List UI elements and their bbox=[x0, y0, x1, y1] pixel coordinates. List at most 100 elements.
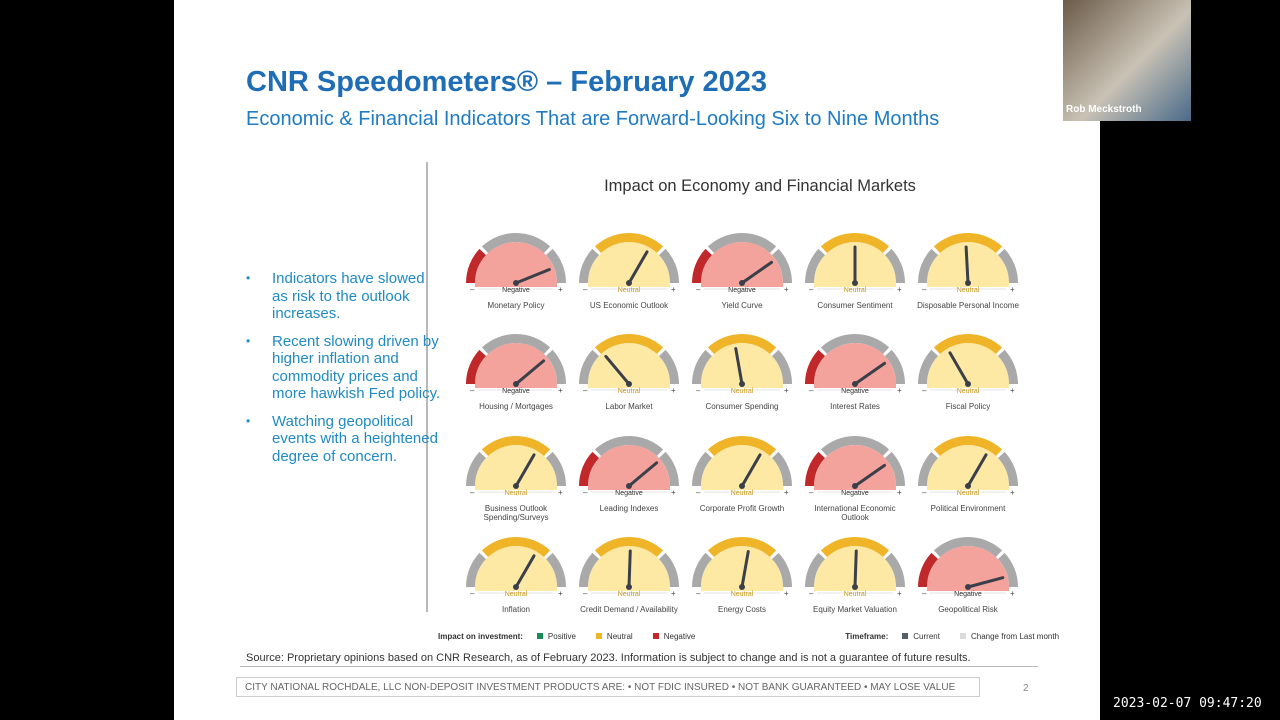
gauge-fill bbox=[475, 445, 557, 490]
gauge-band bbox=[820, 233, 890, 254]
gauge-fill bbox=[588, 343, 670, 388]
gauge-label: Credit Demand / Availability bbox=[580, 605, 678, 614]
scale-max: + bbox=[784, 285, 789, 294]
gauge-band bbox=[820, 537, 890, 558]
bullet-list: Indicators have slowed as risk to the ou… bbox=[244, 270, 444, 475]
gauge-needle bbox=[966, 576, 1005, 589]
gauge-band bbox=[805, 552, 826, 587]
legend-swatch bbox=[536, 633, 543, 639]
gauge-band bbox=[918, 248, 939, 283]
gauge-needle bbox=[853, 361, 886, 386]
needle-hub bbox=[739, 381, 745, 387]
scale-min: – bbox=[470, 488, 475, 497]
gauge-label: US Economic Outlook bbox=[589, 301, 669, 310]
legend-label: Current bbox=[913, 632, 940, 641]
scale-min: – bbox=[470, 386, 475, 395]
gauge-label: Business Outlook Spending/Surveys bbox=[483, 504, 549, 522]
gauge-label: Energy Costs bbox=[717, 605, 767, 614]
scale-min: – bbox=[809, 589, 814, 598]
gauge-fill bbox=[927, 343, 1009, 388]
scale-min: – bbox=[583, 589, 588, 598]
legend-item: Neutral bbox=[595, 632, 637, 641]
gauge-status: Neutral bbox=[844, 287, 867, 294]
gauge-band bbox=[692, 349, 713, 384]
gauge-needle bbox=[740, 260, 773, 285]
gauge-needle bbox=[604, 354, 631, 386]
legend-label: Negative bbox=[663, 632, 696, 641]
scale-max: + bbox=[897, 488, 902, 497]
gauge-band bbox=[481, 436, 551, 457]
needle-hub bbox=[852, 483, 858, 489]
scale-min: – bbox=[696, 589, 701, 598]
gauge-band bbox=[692, 451, 713, 486]
bullet: Recent slowing driven by higher inflatio… bbox=[246, 333, 444, 403]
legend-swatch bbox=[902, 633, 909, 639]
gauge-band bbox=[707, 436, 777, 457]
gauge-band bbox=[707, 232, 777, 254]
legend-title: Impact on investment: bbox=[438, 632, 523, 641]
gauge-band bbox=[658, 248, 679, 283]
disclaimer: CITY NATIONAL ROCHDALE, LLC NON-DEPOSIT … bbox=[236, 677, 980, 697]
needle-hub bbox=[852, 381, 858, 387]
slide-title: CNR Speedometers® – February 2023 bbox=[246, 66, 768, 98]
legend-swatch bbox=[595, 633, 602, 639]
gauge-status: Negative bbox=[502, 287, 530, 294]
gauge-fill bbox=[701, 546, 783, 591]
gauge-fill bbox=[701, 242, 783, 287]
scale-max: + bbox=[558, 488, 563, 497]
scale-min: – bbox=[809, 386, 814, 395]
gauge-fill bbox=[701, 445, 783, 490]
gauge-label: Political Environment bbox=[930, 504, 1006, 513]
scale-min: – bbox=[583, 386, 588, 395]
needle-hub bbox=[513, 280, 519, 286]
gauge-needle bbox=[734, 347, 744, 386]
legend-title: Timeframe: bbox=[845, 632, 889, 641]
scale-min: – bbox=[583, 488, 588, 497]
gauge-needle bbox=[966, 453, 988, 488]
scale-max: + bbox=[1010, 488, 1015, 497]
gauge-band bbox=[594, 436, 664, 457]
gauge-fill bbox=[475, 343, 557, 388]
gauge-band bbox=[918, 552, 939, 587]
gauge-status: Negative bbox=[954, 591, 982, 598]
scale-min: – bbox=[470, 285, 475, 294]
gauge-needle bbox=[514, 453, 536, 488]
gauge-band bbox=[997, 552, 1018, 587]
gauge-band bbox=[466, 248, 487, 283]
gauge-band bbox=[466, 552, 487, 587]
gauge-band bbox=[545, 451, 566, 486]
gauge-fill bbox=[927, 546, 1009, 591]
rule bbox=[240, 666, 1038, 667]
gauge-fill bbox=[588, 445, 670, 490]
gauge-label: Yield Curve bbox=[721, 301, 763, 310]
scale-min: – bbox=[696, 386, 701, 395]
scale-min: – bbox=[696, 285, 701, 294]
gauge-band bbox=[997, 451, 1018, 486]
needle-hub bbox=[626, 381, 632, 387]
gauge-band bbox=[658, 552, 679, 587]
scale-max: + bbox=[558, 589, 563, 598]
gauge-band bbox=[545, 349, 566, 384]
gauge-band bbox=[884, 248, 905, 283]
gauge-band bbox=[707, 334, 777, 355]
gauge-band bbox=[820, 334, 890, 355]
gauge-label: Disposable Personal Income bbox=[917, 301, 1019, 310]
gauge-fill bbox=[814, 343, 896, 388]
gauge-status: Neutral bbox=[731, 591, 754, 598]
gauge-status: Negative bbox=[841, 388, 869, 395]
scale-max: + bbox=[784, 488, 789, 497]
gauge-band bbox=[933, 334, 1003, 355]
legend-item: Current bbox=[902, 632, 944, 641]
gauge-band bbox=[918, 349, 939, 384]
scale-max: + bbox=[1010, 285, 1015, 294]
gauge-label: Leading Indexes bbox=[599, 504, 659, 513]
needle-hub bbox=[626, 483, 632, 489]
scale-max: + bbox=[558, 386, 563, 395]
gauge-status: Negative bbox=[502, 388, 530, 395]
gauge-needle bbox=[853, 549, 858, 589]
gauge-fill bbox=[588, 242, 670, 287]
gauge-band bbox=[594, 334, 664, 355]
scale-min: – bbox=[922, 386, 927, 395]
gauge-label: Consumer Sentiment bbox=[817, 301, 893, 310]
